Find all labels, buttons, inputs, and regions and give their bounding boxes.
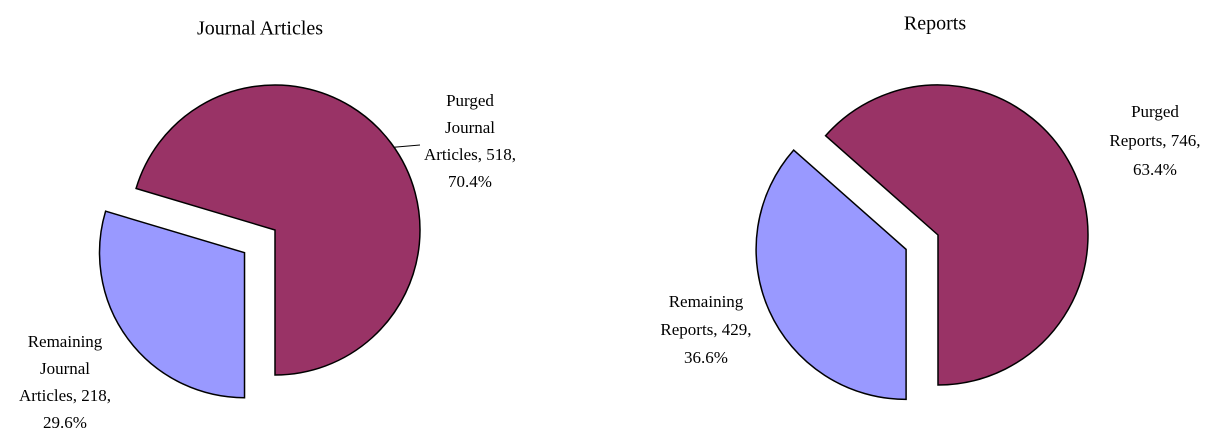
pie-slice — [98, 210, 246, 399]
data-label: 70.4% — [448, 172, 492, 191]
data-label: Reports, 429, — [660, 320, 751, 339]
pie-slice — [824, 84, 1089, 386]
data-label: Articles, 218, — [19, 386, 111, 405]
data-label: Journal — [445, 118, 495, 137]
data-label: Purged — [1131, 102, 1179, 121]
chart-title: Journal Articles — [197, 18, 323, 40]
chart-title: Reports — [904, 13, 966, 35]
data-label: Remaining — [28, 332, 103, 351]
data-label: 29.6% — [43, 413, 87, 432]
data-label: Remaining — [669, 292, 744, 311]
data-label: Journal — [40, 359, 90, 378]
pie-slice — [135, 84, 421, 376]
data-label: Reports, 746, — [1109, 131, 1200, 150]
data-label: 36.6% — [684, 348, 728, 367]
data-label: Purged — [446, 91, 494, 110]
data-label: Articles, 518, — [424, 145, 516, 164]
data-label: 63.4% — [1133, 160, 1177, 179]
pie-slice — [755, 149, 907, 401]
